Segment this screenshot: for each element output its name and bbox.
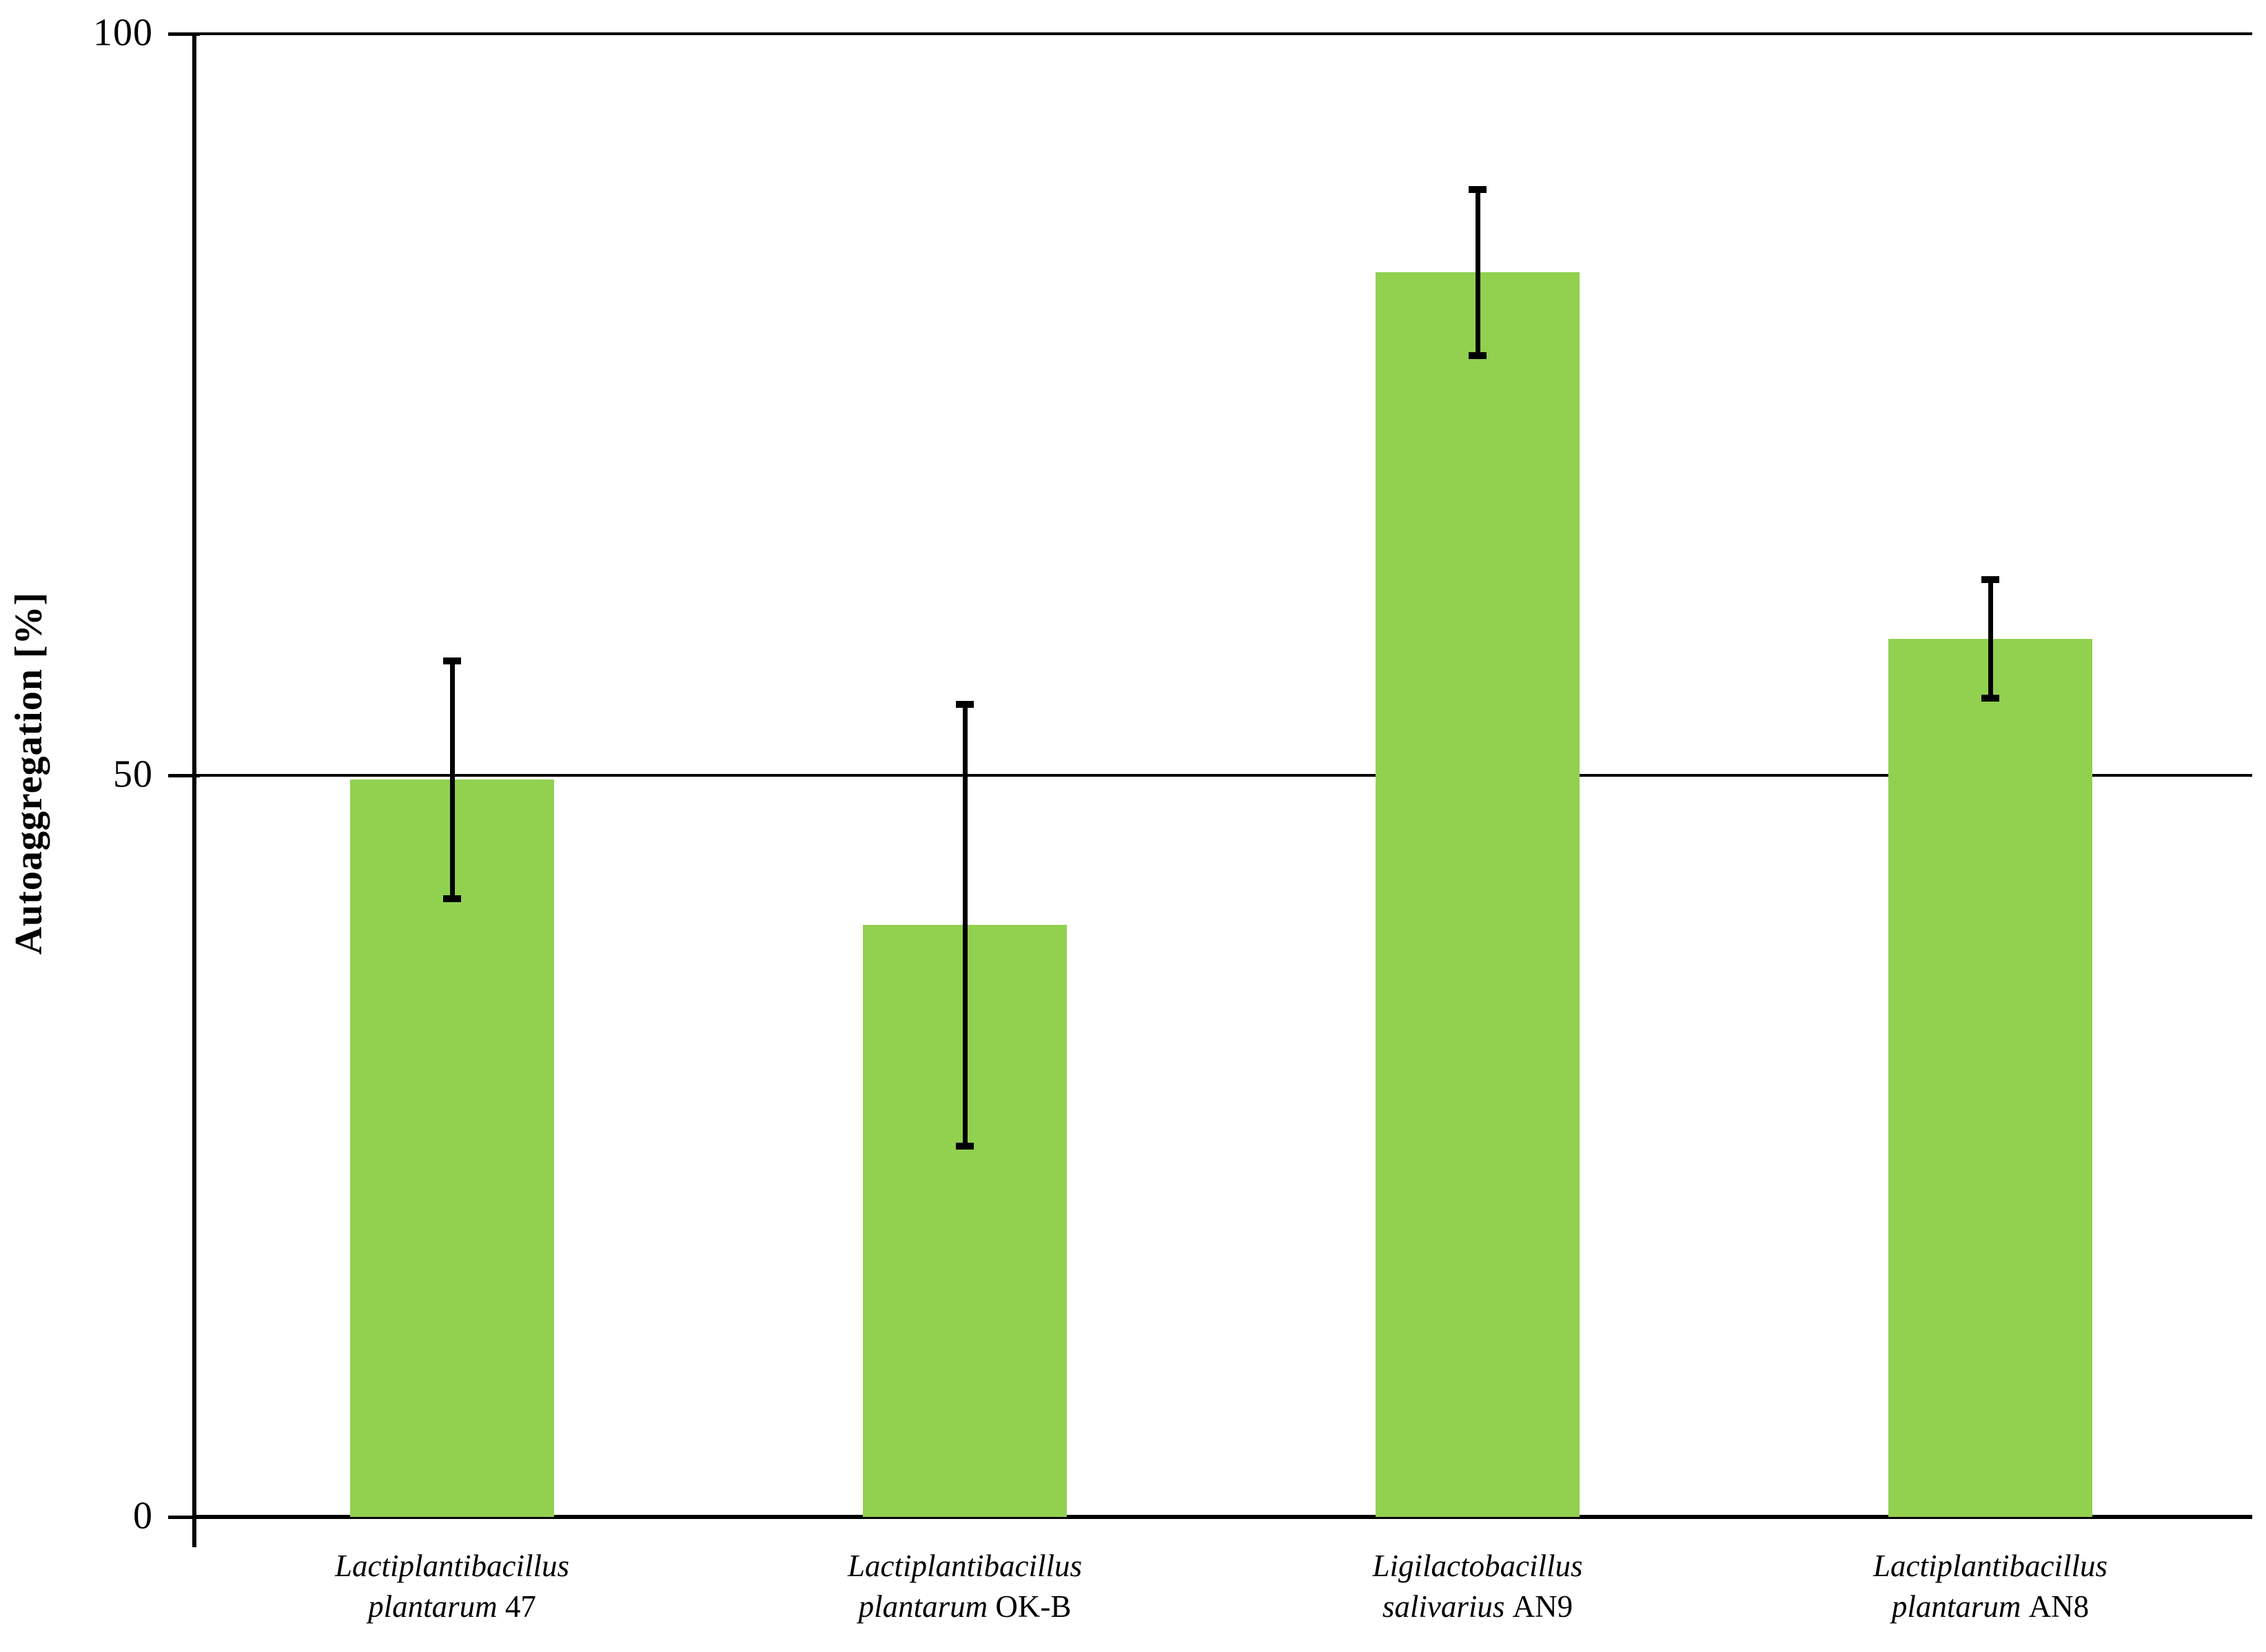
error-bar-top-cap-3: [1469, 185, 1487, 193]
error-bar-bottom-cap-2: [956, 1143, 974, 1150]
x-category-label-3: Ligilactobacillus salivarius AN9: [1372, 1549, 1583, 1624]
x-category-label-4: Lactiplantibacillus plantarum AN8: [1872, 1549, 2107, 1624]
x-category-label-2: Lactiplantibacillus plantarum OK-B: [847, 1549, 1082, 1624]
y-tick-50: [168, 773, 200, 777]
error-bar-3: [1475, 189, 1480, 356]
y-tick-100: [168, 32, 200, 36]
error-bar-top-cap-1: [443, 657, 461, 665]
y-tick-label-100: 100: [93, 11, 153, 54]
y-tick-label-0: 0: [133, 1494, 153, 1538]
y-tick-label-50: 50: [113, 753, 153, 796]
x-category-label-1: Lactiplantibacillus plantarum 47: [334, 1549, 569, 1624]
error-bar-bottom-cap-3: [1469, 351, 1487, 359]
gridline-50: [196, 774, 2252, 777]
error-bar-2: [962, 704, 968, 1146]
bar-4: [1888, 639, 2092, 1517]
error-bar-bottom-cap-4: [1981, 695, 1999, 702]
bar-3: [1376, 272, 1580, 1517]
x-axis-line: [196, 1515, 2252, 1519]
y-tick-0: [168, 1515, 200, 1519]
y-axis-line: [192, 34, 196, 1547]
error-bar-1: [449, 661, 455, 899]
error-bar-top-cap-4: [1981, 575, 1999, 583]
error-bar-bottom-cap-1: [443, 895, 461, 902]
bar-1: [350, 779, 554, 1517]
error-bar-4: [1988, 579, 1993, 699]
y-axis-title: Autoaggregation [%]: [8, 591, 50, 955]
gridline-100: [196, 32, 2252, 35]
error-bar-top-cap-2: [956, 700, 974, 708]
